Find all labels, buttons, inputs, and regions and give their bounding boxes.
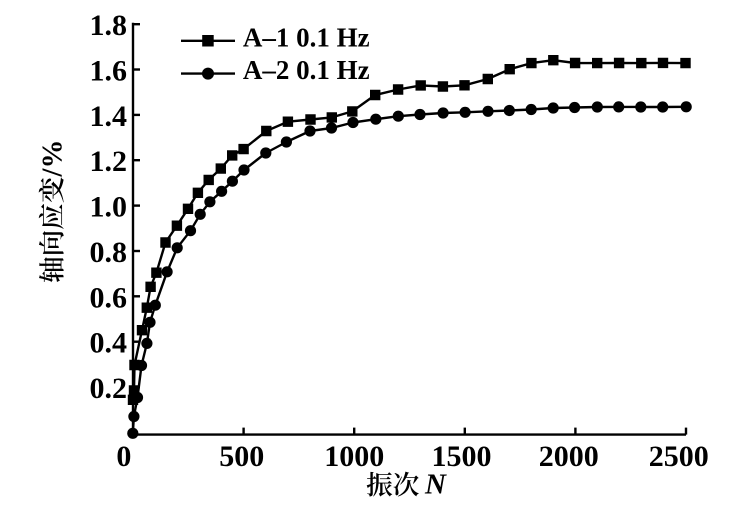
svg-text:A–2 0.1 Hz: A–2 0.1 Hz [243, 55, 370, 85]
svg-text:N: N [424, 469, 447, 501]
svg-text:2000: 2000 [539, 440, 599, 473]
svg-text:1.6: 1.6 [90, 55, 128, 88]
svg-text:1500: 1500 [432, 440, 492, 473]
svg-text:2500: 2500 [649, 440, 709, 473]
svg-text:A–1 0.1 Hz: A–1 0.1 Hz [243, 22, 370, 52]
svg-text:/%: /% [36, 140, 68, 178]
svg-text:0: 0 [116, 440, 131, 473]
svg-text:1.8: 1.8 [90, 9, 128, 42]
svg-text:1.2: 1.2 [90, 145, 128, 178]
svg-text:0.2: 0.2 [90, 372, 128, 405]
svg-text:500: 500 [219, 440, 264, 473]
svg-text:1000: 1000 [324, 440, 384, 473]
svg-text:0.4: 0.4 [90, 327, 128, 360]
svg-text:1.4: 1.4 [90, 100, 128, 133]
svg-text:0.8: 0.8 [90, 236, 128, 269]
svg-text:1.0: 1.0 [90, 191, 128, 224]
svg-text:0.6: 0.6 [90, 281, 128, 314]
